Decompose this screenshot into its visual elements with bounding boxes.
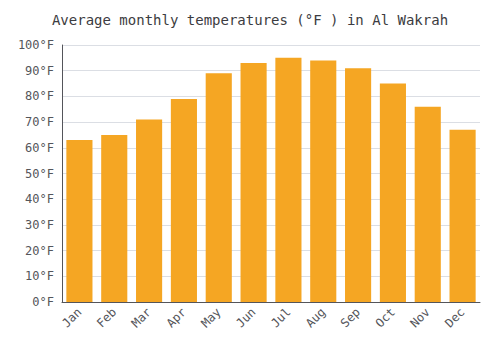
svg-text:Average monthly temperatures (: Average monthly temperatures (°F ) in Al…	[52, 12, 448, 28]
svg-text:80°F: 80°F	[25, 89, 54, 103]
svg-text:100°F: 100°F	[18, 38, 54, 52]
svg-text:70°F: 70°F	[25, 115, 54, 129]
svg-text:60°F: 60°F	[25, 141, 54, 155]
svg-text:30°F: 30°F	[25, 218, 54, 232]
svg-text:Feb: Feb	[94, 305, 119, 330]
svg-text:Jul: Jul	[268, 305, 293, 330]
svg-text:Oct: Oct	[373, 305, 398, 330]
svg-text:Sep: Sep	[338, 305, 363, 330]
svg-text:40°F: 40°F	[25, 192, 54, 206]
svg-text:50°F: 50°F	[25, 167, 54, 181]
svg-text:10°F: 10°F	[25, 269, 54, 283]
svg-text:Jun: Jun	[233, 305, 258, 330]
svg-text:Mar: Mar	[129, 305, 154, 330]
svg-text:Jan: Jan	[59, 305, 84, 330]
svg-text:20°F: 20°F	[25, 244, 54, 258]
svg-text:90°F: 90°F	[25, 64, 54, 78]
svg-text:0°F: 0°F	[32, 295, 54, 309]
svg-text:Nov: Nov	[407, 305, 432, 330]
svg-text:Dec: Dec	[442, 305, 467, 330]
svg-text:Apr: Apr	[164, 305, 189, 330]
svg-text:Aug: Aug	[303, 305, 328, 330]
svg-text:May: May	[198, 305, 223, 330]
